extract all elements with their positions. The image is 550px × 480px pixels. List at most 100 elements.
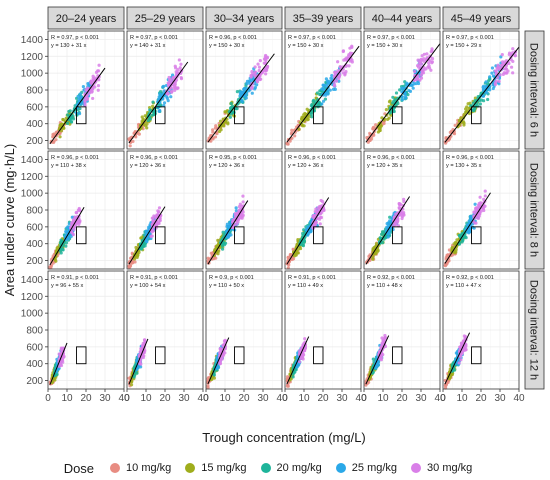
regression-line bbox=[365, 196, 411, 265]
legend-swatch bbox=[335, 463, 346, 473]
data-point bbox=[497, 79, 501, 83]
data-point bbox=[430, 48, 434, 53]
data-point bbox=[457, 361, 461, 365]
data-point bbox=[326, 89, 330, 93]
data-point bbox=[158, 92, 162, 96]
equation-label: y = 120 + 36 x bbox=[209, 163, 245, 169]
data-point bbox=[65, 121, 70, 125]
x-tick-label: 40 bbox=[118, 393, 130, 404]
data-point bbox=[475, 206, 479, 210]
panel-frame bbox=[442, 150, 520, 270]
data-point bbox=[58, 135, 62, 139]
legend-swatch bbox=[260, 463, 271, 473]
data-point bbox=[385, 225, 389, 229]
data-point bbox=[215, 244, 219, 248]
data-point bbox=[448, 130, 452, 134]
equation-label: y = 150 + 29 x bbox=[446, 43, 482, 49]
data-point bbox=[162, 84, 166, 88]
y-tick-label: 400 bbox=[26, 239, 43, 250]
data-point bbox=[290, 128, 294, 132]
data-point bbox=[457, 118, 461, 123]
data-point bbox=[490, 71, 494, 75]
legend-item: 30 mg/kg bbox=[411, 462, 472, 474]
data-point bbox=[221, 123, 226, 127]
scatter-points bbox=[48, 44, 518, 390]
correlation-label: R = 0.96, p < 0.001 bbox=[209, 35, 257, 41]
correlation-label: R = 0.91, p < 0.001 bbox=[130, 275, 178, 281]
correlation-label: R = 0.97, p < 0.001 bbox=[446, 35, 494, 41]
target-range-box bbox=[471, 346, 482, 365]
target-range-box bbox=[471, 106, 482, 125]
data-point bbox=[134, 135, 138, 139]
data-point bbox=[398, 206, 402, 210]
data-point bbox=[296, 238, 300, 242]
data-point bbox=[305, 118, 310, 122]
data-point bbox=[474, 103, 478, 107]
legend-item: 10 mg/kg bbox=[110, 462, 171, 474]
correlation-label: R = 0.91, p < 0.001 bbox=[288, 275, 336, 281]
data-point bbox=[485, 91, 489, 95]
data-point bbox=[158, 216, 162, 220]
data-point bbox=[135, 368, 139, 372]
data-point bbox=[317, 217, 322, 221]
data-point bbox=[254, 70, 258, 74]
data-point bbox=[174, 70, 178, 74]
data-point bbox=[484, 80, 488, 84]
target-range-box bbox=[155, 346, 166, 365]
data-point bbox=[291, 257, 296, 261]
data-point bbox=[375, 250, 379, 254]
data-point bbox=[316, 102, 320, 106]
data-point bbox=[488, 75, 492, 79]
x-axis-title: Trough concentration (mg/L) bbox=[202, 430, 366, 445]
data-point bbox=[478, 102, 482, 106]
data-point bbox=[501, 72, 505, 76]
facet-strip-age bbox=[205, 6, 283, 30]
data-point bbox=[141, 117, 145, 121]
facet-strip-age-label: 25–29 years bbox=[135, 13, 196, 25]
data-point bbox=[51, 261, 55, 265]
equation-label: y = 120 + 36 x bbox=[130, 163, 166, 169]
data-point bbox=[392, 109, 396, 114]
data-point bbox=[251, 72, 255, 76]
data-point bbox=[400, 98, 404, 102]
data-point bbox=[55, 370, 59, 374]
data-point bbox=[499, 55, 503, 59]
data-point bbox=[294, 253, 298, 257]
data-point bbox=[173, 64, 177, 68]
y-tick-label: 1000 bbox=[21, 189, 44, 200]
data-point bbox=[59, 238, 63, 242]
panel-frame bbox=[363, 30, 441, 150]
data-point bbox=[167, 83, 171, 87]
data-point bbox=[414, 78, 418, 82]
correlation-label: R = 0.92, p < 0.001 bbox=[446, 275, 494, 281]
facet-strip-age bbox=[442, 6, 520, 30]
target-range-box bbox=[155, 226, 166, 245]
data-point bbox=[328, 88, 332, 92]
correlation-label: R = 0.96, p < 0.001 bbox=[288, 155, 336, 161]
data-point bbox=[144, 229, 148, 233]
equation-label: y = 100 + 54 x bbox=[130, 283, 166, 289]
data-point bbox=[96, 88, 100, 92]
data-point bbox=[241, 200, 245, 204]
data-point bbox=[411, 86, 415, 90]
data-point bbox=[318, 222, 322, 226]
data-point bbox=[344, 70, 348, 74]
data-point bbox=[300, 356, 304, 360]
data-point bbox=[250, 91, 254, 95]
x-tick-label: 40 bbox=[513, 393, 525, 404]
data-point bbox=[288, 139, 292, 143]
x-tick-label: 10 bbox=[456, 393, 468, 404]
y-axis-title: Area under curve (mg·h/L) bbox=[2, 144, 17, 296]
data-point bbox=[391, 95, 395, 99]
data-point bbox=[413, 69, 417, 74]
y-tick-label: 600 bbox=[26, 102, 43, 113]
data-point bbox=[447, 248, 452, 252]
data-point bbox=[146, 118, 150, 123]
data-point bbox=[285, 377, 289, 381]
data-point bbox=[226, 122, 230, 126]
data-point bbox=[258, 77, 262, 82]
data-point bbox=[481, 94, 486, 98]
data-point bbox=[366, 140, 370, 144]
correlation-label: R = 0.92, p < 0.001 bbox=[367, 275, 415, 281]
data-point bbox=[382, 338, 386, 343]
